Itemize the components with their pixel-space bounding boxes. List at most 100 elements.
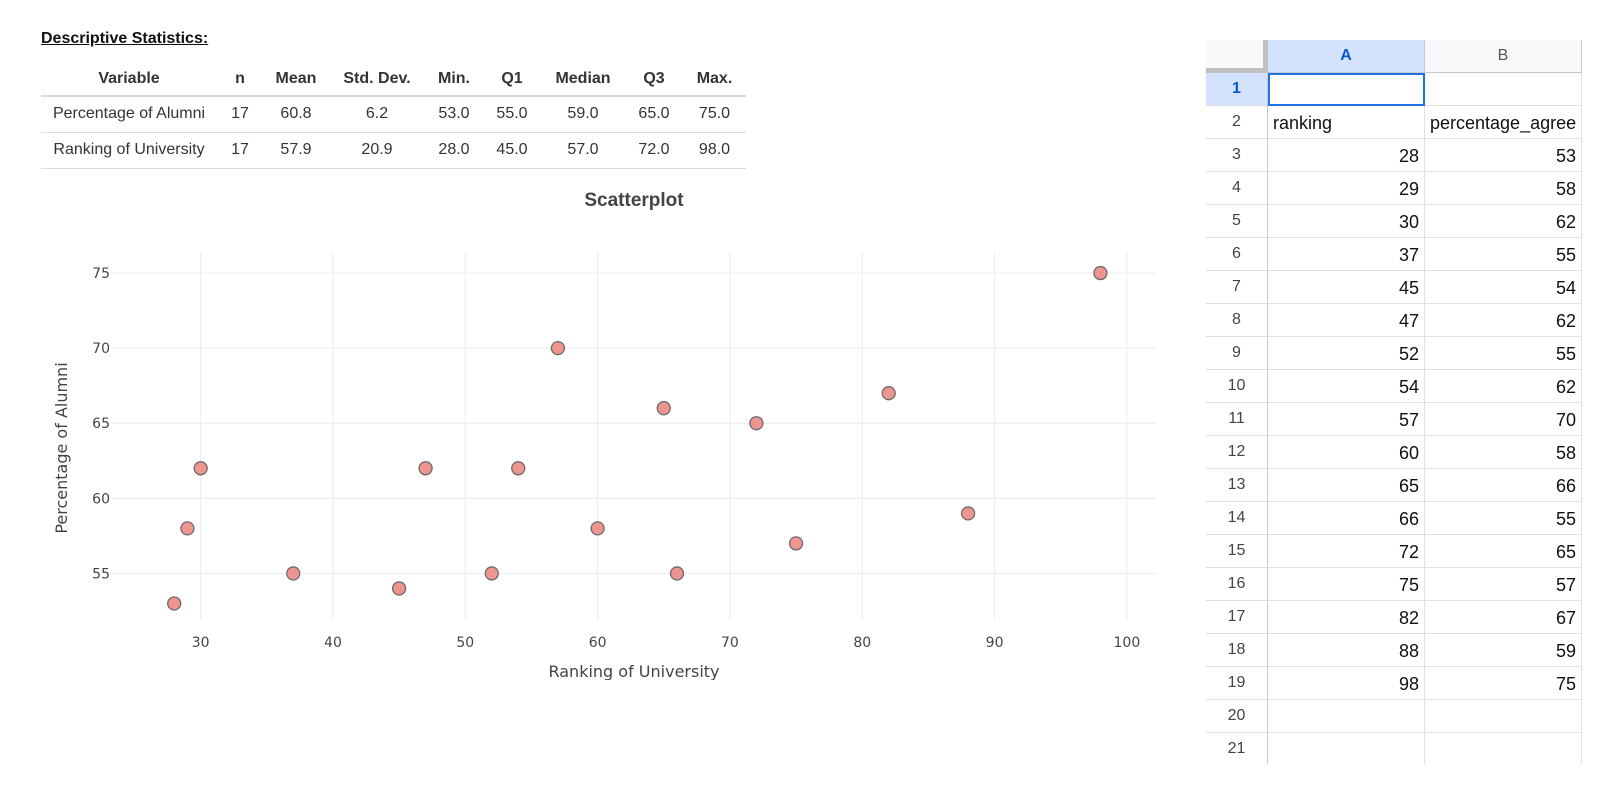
spreadsheet-cell[interactable]: 57 [1268, 403, 1425, 436]
row-header[interactable]: 12 [1206, 436, 1268, 469]
spreadsheet-cell[interactable] [1268, 733, 1425, 764]
table-cell: 57.0 [541, 132, 625, 169]
scatter-point[interactable] [286, 566, 301, 581]
row-header[interactable]: 1 [1206, 73, 1268, 106]
spreadsheet-cell[interactable]: 55 [1425, 337, 1582, 370]
row-header[interactable]: 10 [1206, 370, 1268, 403]
row-header[interactable]: 14 [1206, 502, 1268, 535]
spreadsheet-cell[interactable]: 52 [1268, 337, 1425, 370]
scatter-point[interactable] [881, 386, 896, 401]
spreadsheet-cell[interactable]: 65 [1425, 535, 1582, 568]
spreadsheet-cell[interactable]: 53 [1425, 139, 1582, 172]
row-header[interactable]: 21 [1206, 733, 1268, 764]
x-tick-label: 30 [192, 635, 210, 651]
spreadsheet-cell[interactable]: percentage_agree [1425, 106, 1582, 139]
spreadsheet-cell[interactable]: 59 [1425, 634, 1582, 667]
spreadsheet-cell[interactable]: 66 [1425, 469, 1582, 502]
header-max: Max. [683, 63, 746, 97]
row-header[interactable]: 7 [1206, 271, 1268, 304]
x-axis-label: Ranking of University [548, 662, 719, 680]
spreadsheet-cell[interactable] [1425, 73, 1582, 106]
column-header-b[interactable]: B [1425, 40, 1582, 73]
row-header[interactable]: 17 [1206, 601, 1268, 634]
spreadsheet-cell[interactable] [1425, 700, 1582, 733]
spreadsheet-cell[interactable]: 58 [1425, 436, 1582, 469]
spreadsheet-cell[interactable]: 47 [1268, 304, 1425, 337]
scatter-point[interactable] [669, 566, 685, 581]
scatter-point[interactable] [590, 521, 605, 536]
scatter-point[interactable] [391, 581, 407, 596]
table-cell: 98.0 [683, 132, 746, 169]
spreadsheet-cell[interactable]: 58 [1425, 172, 1582, 205]
scatter-points [167, 265, 1108, 611]
x-tick-label: 40 [324, 635, 342, 651]
spreadsheet-cell[interactable]: 60 [1268, 436, 1425, 469]
row-header[interactable]: 4 [1206, 172, 1268, 205]
scatter-point[interactable] [167, 596, 182, 611]
spreadsheet-cell[interactable]: 72 [1268, 535, 1425, 568]
row-header[interactable]: 9 [1206, 337, 1268, 370]
spreadsheet-cell[interactable]: 65 [1268, 469, 1425, 502]
row-header[interactable]: 19 [1206, 667, 1268, 700]
spreadsheet-cell[interactable]: 62 [1425, 304, 1582, 337]
spreadsheet-cell[interactable]: 98 [1268, 667, 1425, 700]
chart-title: Scatterplot [584, 190, 684, 211]
row-header[interactable]: 2 [1206, 106, 1268, 139]
scatter-point[interactable] [656, 401, 671, 416]
spreadsheet-cell[interactable]: 75 [1425, 667, 1582, 700]
spreadsheet-cell[interactable]: 70 [1425, 403, 1582, 436]
scatter-point[interactable] [960, 506, 976, 521]
spreadsheet-cell[interactable]: 62 [1425, 370, 1582, 403]
select-all-corner[interactable] [1206, 40, 1268, 73]
scatter-point[interactable] [418, 461, 433, 476]
spreadsheet-cell[interactable]: 75 [1268, 568, 1425, 601]
table-cell: 45.0 [483, 132, 541, 169]
spreadsheet-cell[interactable]: 37 [1268, 238, 1425, 271]
scatter-point[interactable] [484, 566, 499, 581]
spreadsheet-cell[interactable]: 57 [1425, 568, 1582, 601]
spreadsheet-cell[interactable]: 62 [1425, 205, 1582, 238]
column-header-a[interactable]: A [1268, 40, 1425, 73]
x-axis-ticks: 30 40 50 60 70 80 90 100 [192, 635, 1141, 651]
table-cell: 75.0 [683, 96, 746, 133]
row-header[interactable]: 8 [1206, 304, 1268, 337]
spreadsheet-cell[interactable]: 67 [1425, 601, 1582, 634]
spreadsheet-cell[interactable]: 55 [1425, 238, 1582, 271]
row-header[interactable]: 5 [1206, 205, 1268, 238]
scatter-point[interactable] [749, 416, 764, 431]
header-n: n [217, 63, 263, 97]
row-header[interactable]: 13 [1206, 469, 1268, 502]
chart-grid [112, 252, 1156, 620]
table-cell: 17 [217, 132, 263, 169]
row-header[interactable]: 3 [1206, 139, 1268, 172]
row-header[interactable]: 6 [1206, 238, 1268, 271]
scatter-point[interactable] [1093, 265, 1108, 281]
spreadsheet-cell[interactable] [1425, 733, 1582, 764]
spreadsheet-cell[interactable]: 28 [1268, 139, 1425, 172]
spreadsheet-cell[interactable]: 88 [1268, 634, 1425, 667]
spreadsheet-cell[interactable]: 82 [1268, 601, 1425, 634]
spreadsheet-cell[interactable]: ranking [1268, 106, 1425, 139]
spreadsheet-cell[interactable]: 29 [1268, 172, 1425, 205]
spreadsheet-cell[interactable]: 54 [1425, 271, 1582, 304]
spreadsheet-cell[interactable]: 54 [1268, 370, 1425, 403]
spreadsheet-cell[interactable] [1268, 73, 1425, 106]
y-tick-label: 60 [92, 491, 110, 507]
scatter-point[interactable] [788, 536, 804, 551]
row-header[interactable]: 18 [1206, 634, 1268, 667]
row-header[interactable]: 15 [1206, 535, 1268, 568]
spreadsheet-cell[interactable]: 30 [1268, 205, 1425, 238]
spreadsheet-cell[interactable]: 45 [1268, 271, 1425, 304]
scatter-point[interactable] [511, 461, 526, 476]
spreadsheet-cell[interactable]: 66 [1268, 502, 1425, 535]
row-header[interactable]: 16 [1206, 568, 1268, 601]
spreadsheet-cell[interactable]: 55 [1425, 502, 1582, 535]
scatter-point[interactable] [550, 340, 566, 356]
row-header[interactable]: 11 [1206, 403, 1268, 436]
header-std-dev: Std. Dev. [329, 63, 425, 97]
scatter-point[interactable] [180, 521, 195, 536]
row-header[interactable]: 20 [1206, 700, 1268, 733]
spreadsheet-cell[interactable] [1268, 700, 1425, 733]
scatter-point[interactable] [193, 461, 208, 476]
